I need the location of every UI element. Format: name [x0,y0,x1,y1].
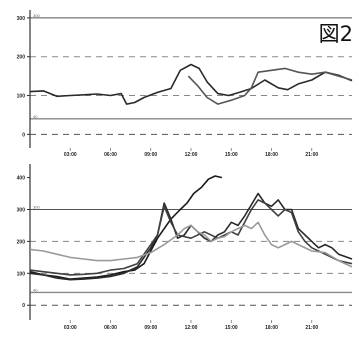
reference-label: 40 [33,287,38,292]
x-tick-label: 15:00 [225,325,238,331]
x-tick-label: 06:00 [104,152,117,158]
series-line [29,221,353,268]
series-line [187,67,353,105]
figure-label: 図2 [316,22,355,46]
x-tick-label: 09:00 [144,152,157,158]
reference-label: 40 [33,114,38,119]
y-tick-label: 100 [17,94,26,100]
reference-label: 300 [33,13,40,18]
x-tick-label: 12:00 [185,152,198,158]
x-tick-label: 21:00 [305,152,318,158]
y-tick-label: 100 [17,271,26,277]
y-tick-label: 200 [17,239,26,245]
y-tick-label: 300 [17,16,26,22]
x-tick-label: 06:00 [104,325,117,331]
y-tick-label: 400 [17,176,26,182]
x-tick-label: 18:00 [265,152,278,158]
x-tick-label: 21:00 [305,325,318,331]
y-tick-label: 200 [17,55,26,61]
x-tick-label: 09:00 [144,325,157,331]
chart-panel-top: 300 40 0 100 200 300 03:00 06:00 09:00 12:00 15:00… [17,10,353,158]
y-tick-label: 0 [22,132,25,138]
y-tick-label: 300 [17,207,26,213]
x-tick-label: 03:00 [64,152,77,158]
reference-label: 300 [33,204,40,209]
y-tick-label: 0 [22,303,25,309]
x-tick-label: 15:00 [225,152,238,158]
series-line [29,63,353,105]
series-line [29,192,353,281]
x-tick-label: 03:00 [64,325,77,331]
x-tick-label: 12:00 [185,325,198,331]
x-tick-label: 18:00 [265,325,278,331]
series-line [29,199,353,276]
